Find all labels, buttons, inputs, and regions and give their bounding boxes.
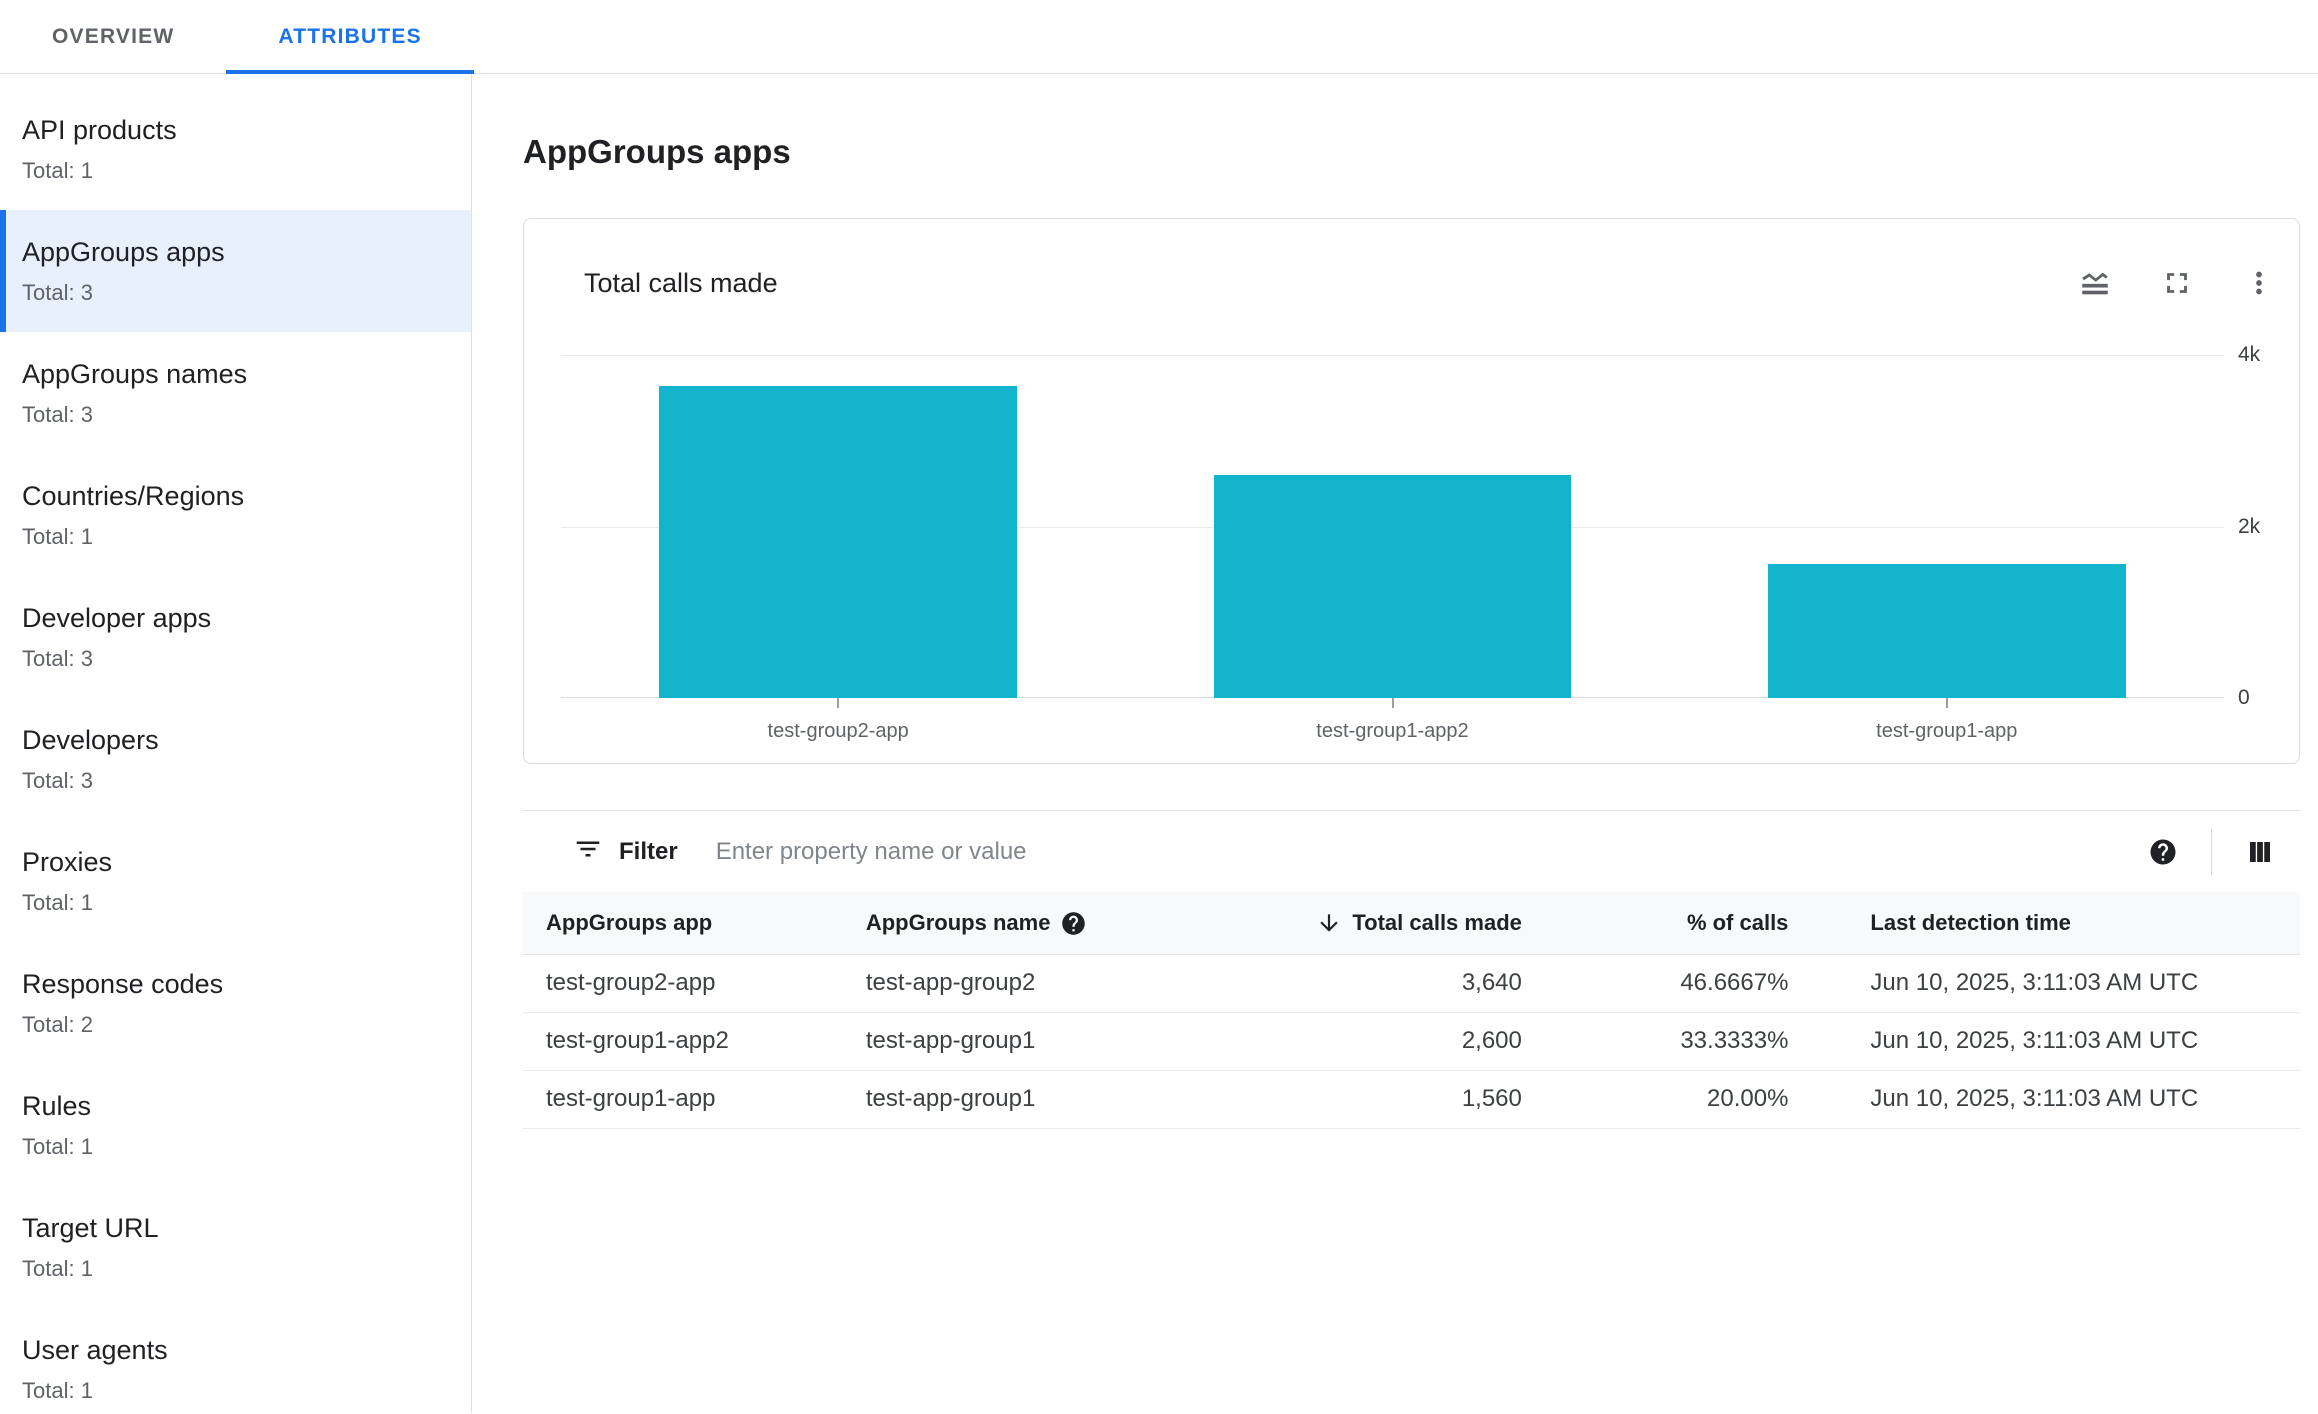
x-tick-label: test-group1-app — [1876, 720, 2018, 742]
y-axis-labels: 4k 2k 0 — [2224, 343, 2299, 709]
cell-appgroups-app: test-group1-app — [523, 1070, 843, 1129]
sidebar-item-total: Total: 1 — [22, 1256, 93, 1281]
sidebar-item-total: Total: 1 — [22, 158, 93, 183]
bar-test-group1-app[interactable] — [1768, 564, 2126, 698]
filter-icon — [573, 834, 603, 869]
sidebar-item-proxies[interactable]: Proxies Total: 1 — [0, 820, 471, 942]
tab-overview[interactable]: OVERVIEW — [0, 0, 226, 73]
x-tick-label: test-group1-app2 — [1316, 720, 1469, 742]
sidebar-item-response-codes[interactable]: Response codes Total: 2 — [0, 942, 471, 1064]
sidebar-item-total: Total: 1 — [22, 524, 93, 549]
help-icon[interactable] — [1060, 909, 1087, 937]
page-title: AppGroups apps — [523, 133, 791, 170]
filter-help-icon[interactable] — [2145, 834, 2181, 870]
x-axis-labels: test-group2-app test-group1-app2 test-gr… — [561, 720, 2224, 743]
sidebar-item-label: AppGroups apps — [22, 237, 225, 267]
column-header-last-detection-time[interactable]: Last detection time — [1802, 892, 2300, 955]
table-row: test-group2-app test-app-group2 3,640 46… — [523, 954, 2300, 1013]
sidebar-item-developers[interactable]: Developers Total: 3 — [0, 698, 471, 820]
sidebar-item-api-products[interactable]: API products Total: 1 — [0, 88, 471, 210]
more-options-icon[interactable] — [2241, 265, 2277, 301]
sidebar-item-label: User agents — [22, 1335, 168, 1365]
sidebar-item-label: Proxies — [22, 847, 113, 877]
cell-total-calls: 2,600 — [1269, 1012, 1536, 1071]
cell-last-detection: Jun 10, 2025, 3:11:03 AM UTC — [1802, 954, 2300, 1013]
sidebar-item-countries-regions[interactable]: Countries/Regions Total: 1 — [0, 454, 471, 576]
cell-appgroups-name: test-app-group1 — [842, 1070, 1270, 1129]
column-header-appgroups-name[interactable]: AppGroups name — [842, 892, 1270, 955]
tab-bar: OVERVIEW ATTRIBUTES — [0, 0, 2318, 74]
bar-chart: 4k 2k 0 — [524, 343, 2299, 709]
sidebar-item-total: Total: 3 — [22, 402, 93, 427]
sidebar-item-appgroups-apps[interactable]: AppGroups apps Total: 3 — [0, 210, 471, 332]
active-tab-indicator — [226, 70, 474, 74]
cell-last-detection: Jun 10, 2025, 3:11:03 AM UTC — [1802, 1012, 2300, 1071]
chart-title: Total calls made — [584, 267, 778, 298]
sidebar-item-rules[interactable]: Rules Total: 1 — [0, 1064, 471, 1186]
tab-attributes[interactable]: ATTRIBUTES — [226, 0, 474, 74]
cell-appgroups-app: test-group1-app2 — [523, 1012, 843, 1071]
column-header-percent-of-calls[interactable]: % of calls — [1535, 892, 1803, 955]
sidebar-item-developer-apps[interactable]: Developer apps Total: 3 — [0, 576, 471, 698]
sidebar-item-user-agents[interactable]: User agents Total: 1 — [0, 1308, 471, 1414]
cell-total-calls: 3,640 — [1269, 954, 1536, 1013]
sidebar-item-label: Target URL — [22, 1213, 159, 1243]
cell-percent-calls: 20.00% — [1535, 1070, 1803, 1129]
sidebar-item-total: Total: 3 — [22, 646, 93, 671]
bar-test-group1-app2[interactable] — [1213, 475, 1572, 698]
filter-toolbar: Filter — [523, 810, 2300, 892]
column-header-total-calls-made[interactable]: Total calls made — [1269, 892, 1536, 955]
fullscreen-icon[interactable] — [2159, 265, 2195, 301]
cell-appgroups-name: test-app-group1 — [842, 1012, 1270, 1071]
sidebar-item-label: AppGroups names — [22, 359, 248, 389]
sort-descending-icon — [1316, 909, 1342, 936]
y-tick-label: 4k — [2238, 343, 2261, 366]
x-tick — [1945, 698, 1948, 708]
sidebar-item-label: Countries/Regions — [22, 481, 245, 511]
sidebar-item-label: Response codes — [22, 969, 224, 999]
column-settings-icon[interactable] — [2242, 834, 2278, 870]
cell-appgroups-name: test-app-group2 — [842, 954, 1270, 1013]
cell-total-calls: 1,560 — [1269, 1070, 1536, 1129]
sidebar-item-label: Developer apps — [22, 603, 212, 633]
sidebar-item-target-url[interactable]: Target URL Total: 1 — [0, 1186, 471, 1308]
tab-overview-label: OVERVIEW — [52, 24, 175, 48]
column-header-appgroups-app[interactable]: AppGroups app — [523, 892, 843, 955]
sidebar-item-appgroups-names[interactable]: AppGroups names Total: 3 — [0, 332, 471, 454]
filter-input[interactable] — [715, 837, 2145, 866]
table-header-row: AppGroups app AppGroups name — [523, 892, 2300, 955]
cell-appgroups-app: test-group2-app — [523, 954, 843, 1013]
sidebar-item-total: Total: 3 — [22, 768, 93, 793]
sidebar-item-total: Total: 1 — [22, 890, 93, 915]
appgroups-table: AppGroups app AppGroups name — [523, 892, 2300, 1129]
table-row: test-group1-app2 test-app-group1 2,600 3… — [523, 1012, 2300, 1071]
sidebar-item-total: Total: 3 — [22, 280, 93, 305]
x-tick — [837, 698, 840, 708]
x-tick-label: test-group2-app — [767, 720, 909, 742]
chart-plot-area — [561, 355, 2224, 708]
sidebar-item-total: Total: 2 — [22, 1012, 93, 1037]
cell-last-detection: Jun 10, 2025, 3:11:03 AM UTC — [1802, 1070, 2300, 1129]
sidebar-item-label: API products — [22, 115, 177, 145]
bar-test-group2-app[interactable] — [659, 385, 1017, 698]
x-tick — [1391, 698, 1394, 708]
tab-attributes-label: ATTRIBUTES — [278, 24, 422, 48]
total-calls-chart-card: Total calls made — [523, 218, 2300, 764]
toolbar-divider — [2211, 828, 2212, 875]
chart-settings-icon[interactable] — [2077, 265, 2113, 301]
filter-label: Filter — [619, 837, 678, 865]
table-row: test-group1-app test-app-group1 1,560 20… — [523, 1070, 2300, 1129]
attributes-sidebar: API products Total: 1 AppGroups apps Tot… — [0, 74, 472, 1413]
sidebar-item-label: Developers — [22, 725, 159, 755]
y-tick-label: 0 — [2238, 686, 2250, 709]
gridline-4k — [561, 355, 2224, 356]
sidebar-item-label: Rules — [22, 1091, 92, 1121]
cell-percent-calls: 33.3333% — [1535, 1012, 1803, 1071]
sidebar-item-total: Total: 1 — [22, 1378, 93, 1403]
sidebar-item-total: Total: 1 — [22, 1134, 93, 1159]
y-tick-label: 2k — [2238, 514, 2261, 538]
cell-percent-calls: 46.6667% — [1535, 954, 1803, 1013]
